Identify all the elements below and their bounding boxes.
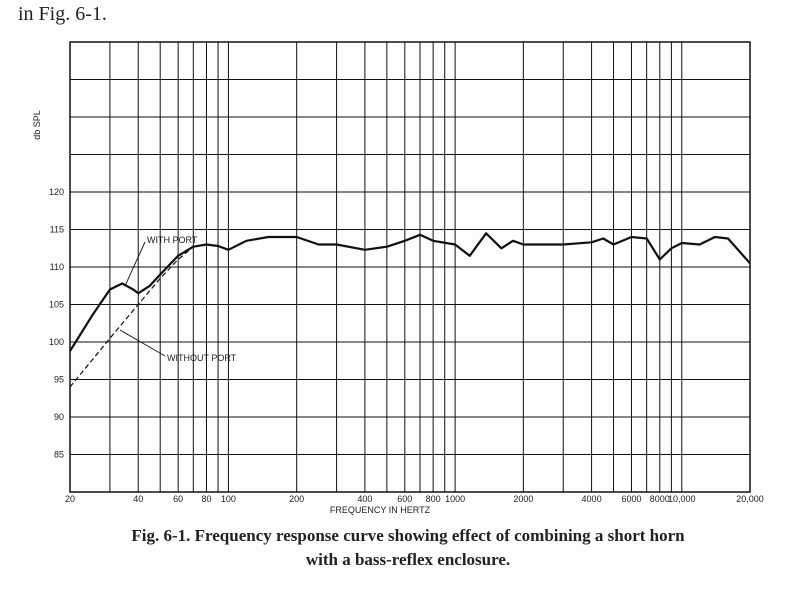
x-tick-label: 8000 <box>650 494 670 504</box>
x-tick-label: 100 <box>221 494 236 504</box>
annotation: WITHOUT PORT <box>167 353 237 363</box>
caption: Fig. 6-1. Frequency response curve showi… <box>131 526 685 545</box>
series-line <box>69 232 751 352</box>
y-tick-label: 95 <box>54 375 64 385</box>
x-tick-label: 2000 <box>513 494 533 504</box>
caption: with a bass-reflex enclosure. <box>306 550 510 569</box>
x-tick-label: 10,000 <box>668 494 696 504</box>
y-tick-label: 90 <box>54 412 64 422</box>
x-axis-label: FREQUENCY IN HERTZ <box>330 505 431 515</box>
y-tick-label: 115 <box>50 225 64 235</box>
y-tick-label: 120 <box>49 187 64 197</box>
series-line <box>69 246 194 388</box>
x-tick-label: 800 <box>426 494 441 504</box>
x-tick-label: 400 <box>357 494 372 504</box>
x-tick-label: 60 <box>173 494 183 504</box>
y-tick-label: 100 <box>49 337 64 347</box>
y-tick-label: 110 <box>50 262 64 272</box>
annotation-leader <box>124 241 146 287</box>
x-tick-label: 1000 <box>445 494 465 504</box>
x-tick-label: 80 <box>201 494 211 504</box>
y-tick-label: 85 <box>54 450 64 460</box>
y-tick-label: 105 <box>49 300 64 310</box>
x-tick-label: 600 <box>397 494 412 504</box>
x-tick-label: 20 <box>65 494 75 504</box>
x-tick-label: 4000 <box>582 494 602 504</box>
page-text: in Fig. 6-1. <box>18 3 107 25</box>
x-tick-label: 200 <box>289 494 304 504</box>
annotation-leader <box>119 329 166 357</box>
y-axis-label: db SPL <box>32 110 42 140</box>
annotation: WITH PORT <box>147 235 198 245</box>
x-tick-label: 40 <box>133 494 143 504</box>
x-tick-label: 6000 <box>621 494 641 504</box>
x-tick-label: 20,000 <box>736 494 764 504</box>
